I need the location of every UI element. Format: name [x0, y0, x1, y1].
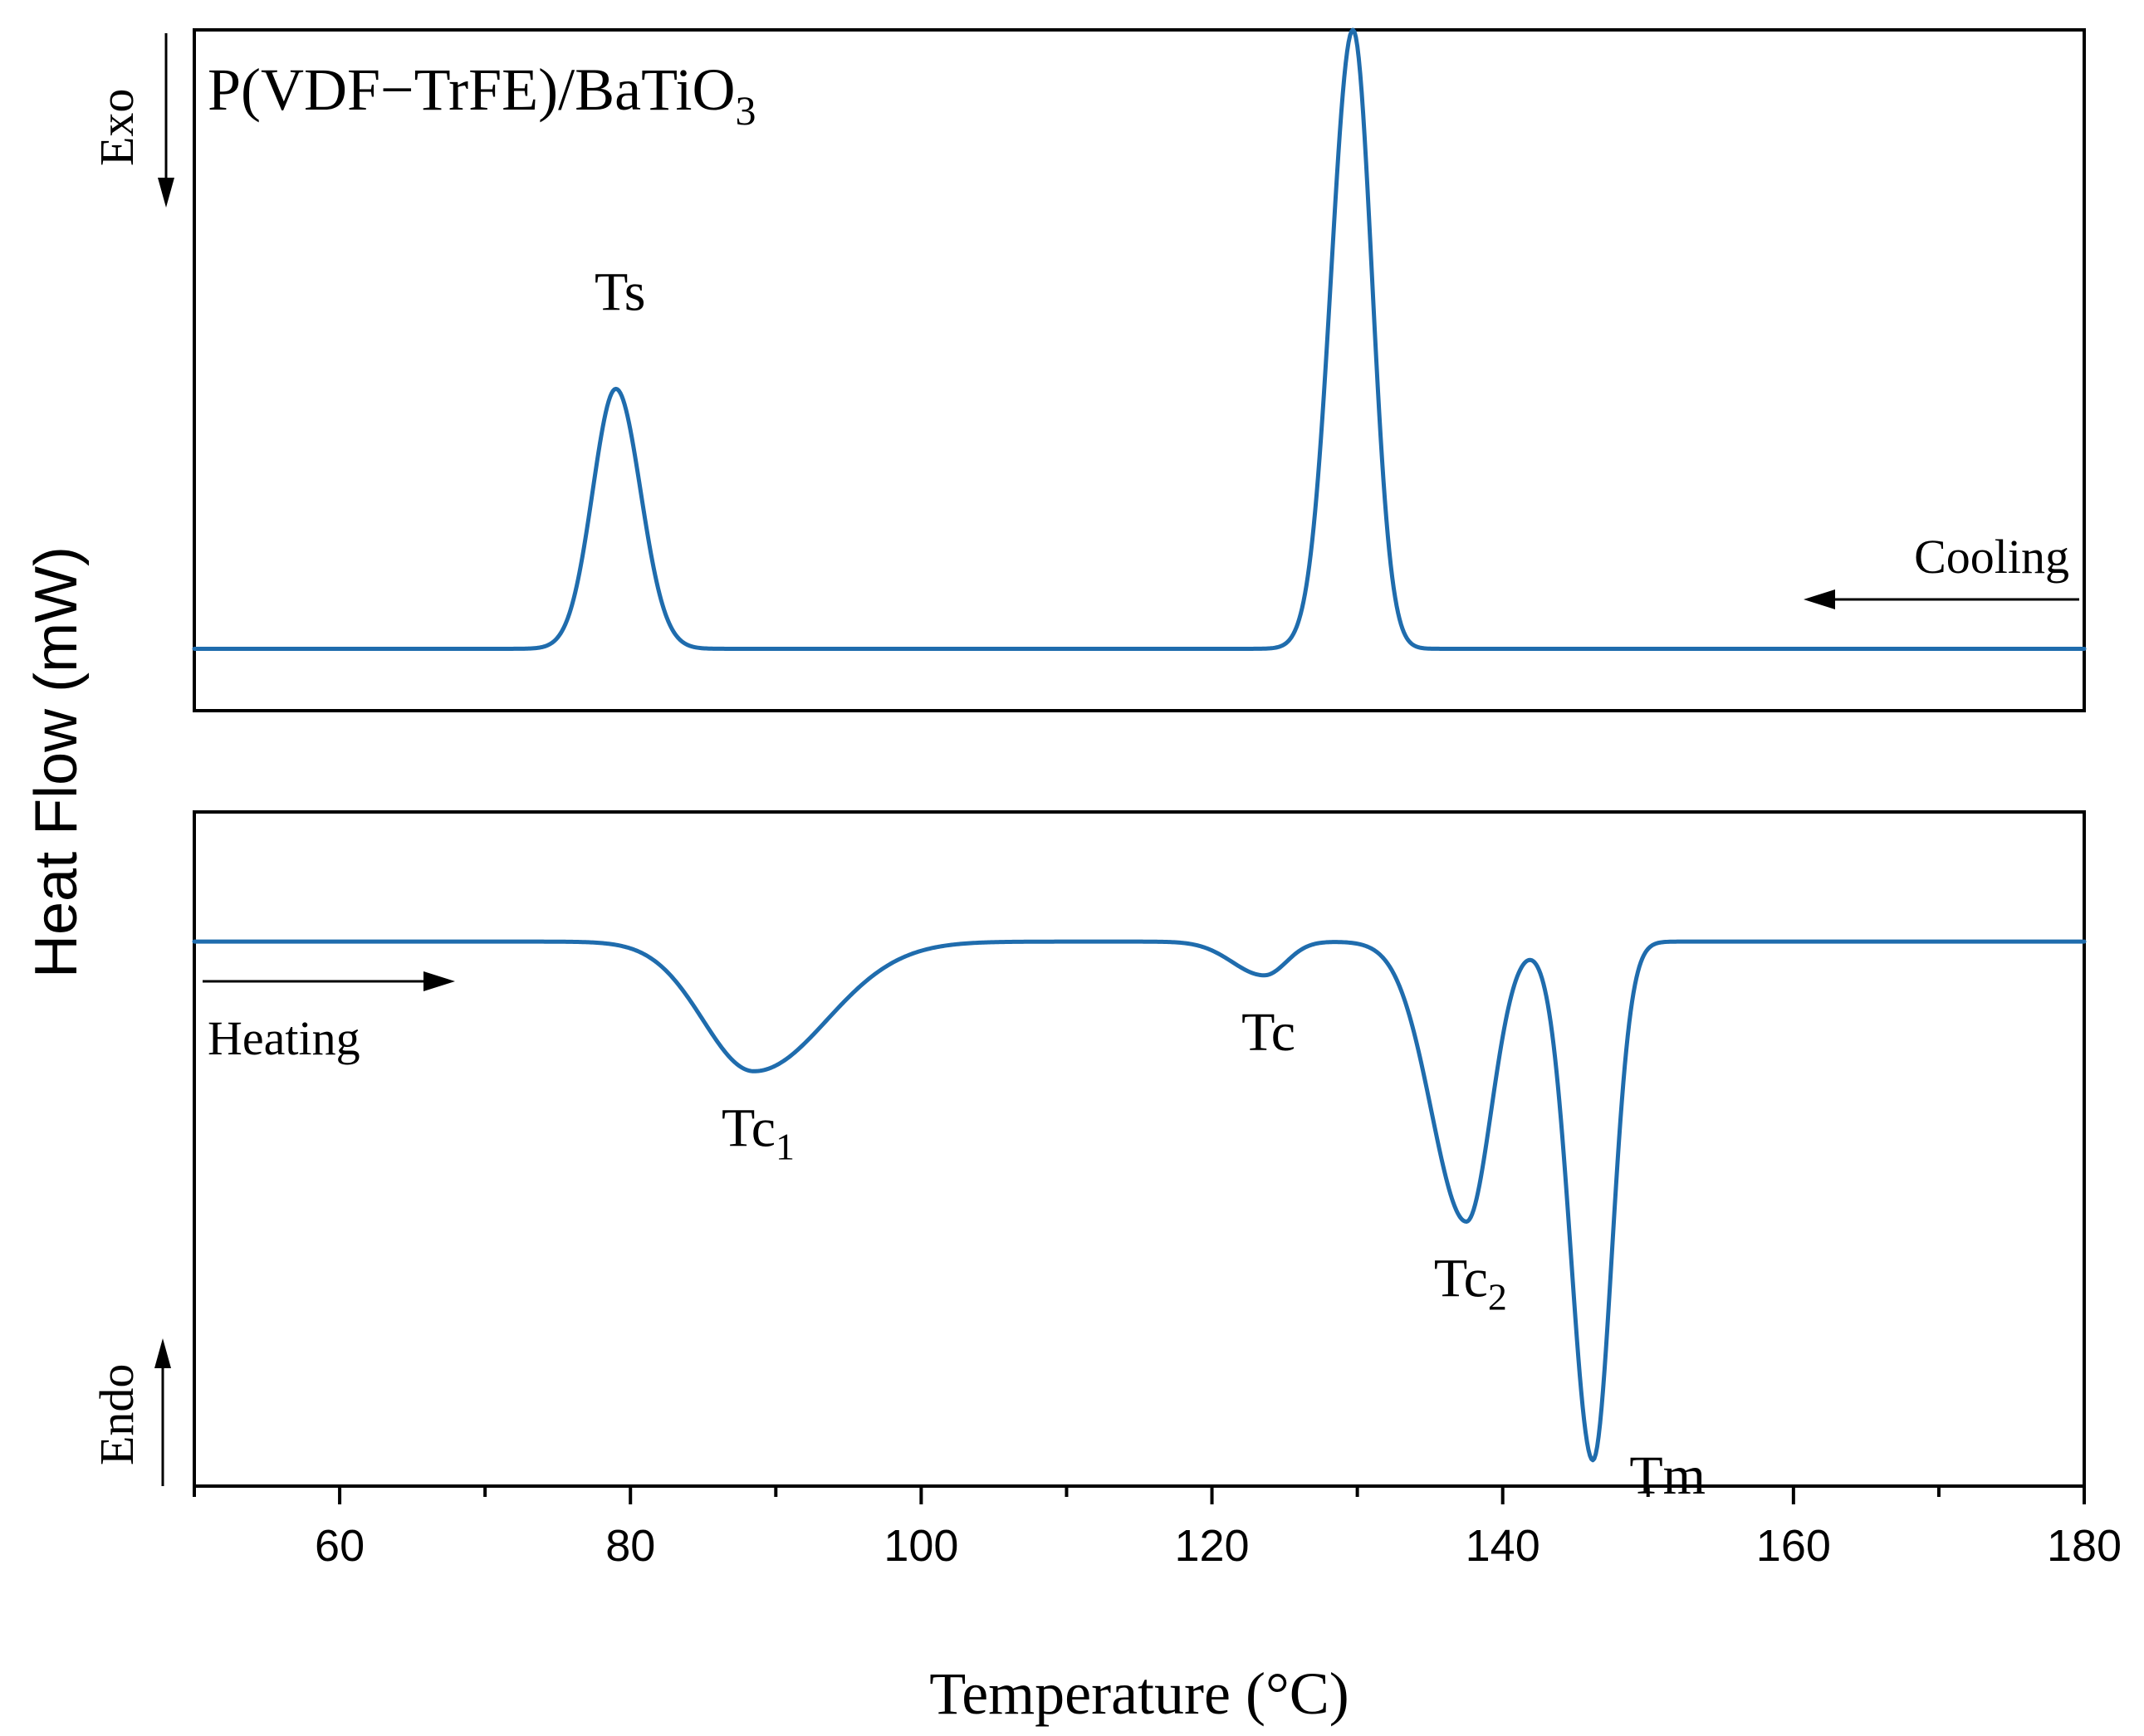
endo-arrowhead-icon	[154, 1338, 171, 1368]
x-tick-label: 120	[1174, 1521, 1249, 1571]
peak-label-subscript: 1	[776, 1125, 795, 1167]
heating-peak-label-2: Tc2	[1434, 1248, 1507, 1318]
cooling-label: Cooling	[1914, 530, 2069, 584]
exo-arrowhead-icon	[158, 178, 174, 208]
cooling-peak-labels: TsTs	[595, 262, 645, 322]
peak-label-text: Tc	[1241, 1002, 1295, 1063]
heating-arrowhead-icon	[423, 971, 455, 991]
heating-curve	[192, 939, 2087, 1463]
heating-panel-frame	[193, 810, 2086, 1488]
y-axis-label: Heat Flow (mW)	[23, 546, 90, 978]
peak-label-text: Ts	[595, 262, 645, 322]
cooling-panel-frame	[193, 28, 2086, 712]
peak-label-subscript: 2	[1488, 1275, 1507, 1318]
heating-peak-label-1: Tc	[1241, 1002, 1295, 1063]
heating-label: Heating	[208, 1011, 360, 1065]
x-tick-label: 180	[2047, 1521, 2122, 1571]
heating-peak-label-3: Tm	[1629, 1445, 1706, 1506]
x-tick-label: 140	[1466, 1521, 1540, 1571]
exo-label: Exo	[90, 89, 144, 166]
peak-label-text: Tc	[1434, 1248, 1488, 1308]
x-tick-label: 100	[884, 1521, 958, 1571]
peak-label-text: Tm	[1629, 1445, 1706, 1506]
cooling-panel: P(VDF−TrFE)/BaTiO3 TsTs Cooling	[192, 27, 2087, 712]
chart-title: P(VDF−TrFE)/BaTiO3	[208, 56, 756, 134]
x-axis-label: Temperature (°C)	[929, 1660, 1349, 1727]
peak-label-text: Tc	[722, 1098, 776, 1158]
cooling-arrowhead-icon	[1804, 589, 1835, 609]
x-tick-label: 80	[605, 1521, 655, 1571]
endo-label: Endo	[90, 1364, 144, 1465]
cooling-curve	[192, 27, 2087, 651]
x-axis: 60 80 100 120 140 160 180	[193, 1486, 2122, 1571]
x-tick-label: 160	[1756, 1521, 1831, 1571]
heating-peak-label-0: Tc1	[722, 1098, 795, 1167]
cooling-peak-label-0: Ts	[595, 262, 645, 322]
x-tick-label: 60	[315, 1521, 365, 1571]
